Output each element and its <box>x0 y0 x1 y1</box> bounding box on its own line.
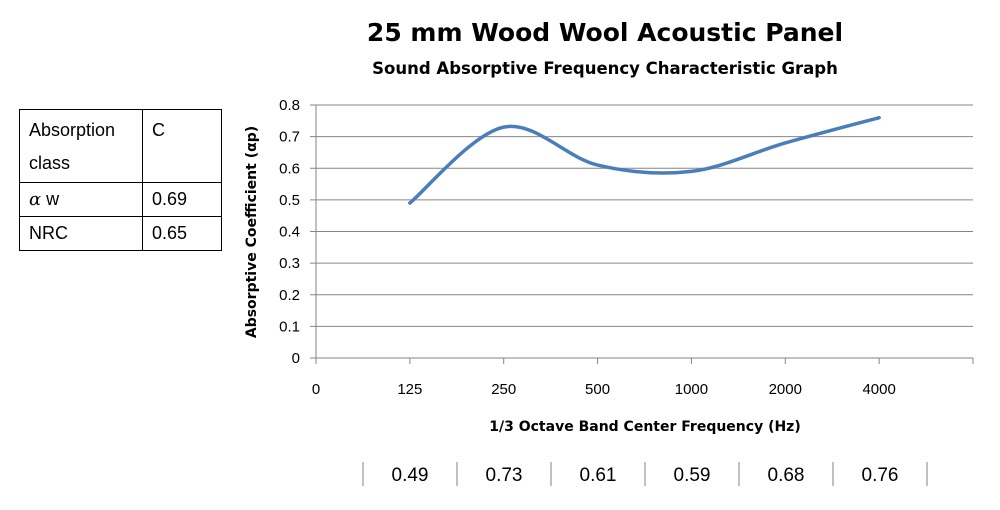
x-tick-label: 125 <box>397 381 422 398</box>
data-table-value: 0.49 <box>392 465 429 486</box>
gridlines <box>310 104 973 359</box>
table-row: NRC 0.65 <box>19 216 222 251</box>
series-line <box>408 115 881 205</box>
y-tick-label: 0.7 <box>279 129 300 146</box>
x-tick-label: 4000 <box>862 381 895 398</box>
table-row: Absorption class C <box>19 109 222 183</box>
x-tick-label: 500 <box>585 381 610 398</box>
y-tick-label: 0.1 <box>279 318 300 335</box>
x-tick-label: 1000 <box>675 381 708 398</box>
x-tick-label: 250 <box>491 381 516 398</box>
y-tick-label: 0 <box>292 350 300 367</box>
nrc-value: 0.65 <box>142 216 222 251</box>
chart-title: 25 mm Wood Wool Acoustic Panel <box>366 18 844 47</box>
y-tick-label: 0.4 <box>279 224 300 241</box>
data-table: 0.49 0.73 0.61 0.59 0.68 0.76 <box>362 462 928 486</box>
data-table-value: 0.59 <box>674 465 711 486</box>
data-table-value: 0.73 <box>486 465 523 486</box>
nrc-label: NRC <box>19 216 143 251</box>
table-row: α w 0.69 <box>19 182 222 217</box>
y-tick-label: 0.8 <box>279 97 300 114</box>
x-tick-label: 2000 <box>769 381 802 398</box>
y-axis-ticks: 0 0.1 0.2 0.3 0.4 0.5 0.6 0.7 0.8 <box>279 97 300 367</box>
data-table-value: 0.61 <box>580 465 617 486</box>
alpha-symbol: α <box>29 189 42 210</box>
y-tick-label: 0.6 <box>279 160 300 177</box>
y-axis-title: Absorptive Coefficient (αp) <box>244 126 260 338</box>
x-tick-label: 0 <box>312 381 320 398</box>
alpha-w-value: 0.69 <box>142 182 222 217</box>
y-tick-label: 0.3 <box>279 255 300 272</box>
y-tick-label: 0.5 <box>279 192 300 209</box>
alpha-w-label: α w <box>19 182 143 217</box>
data-table-value: 0.76 <box>862 465 899 486</box>
chart-subtitle: Sound Absorptive Frequency Characteristi… <box>372 59 838 78</box>
y-tick-label: 0.2 <box>279 287 300 304</box>
data-table-value: 0.68 <box>768 465 805 486</box>
alpha-w-suffix: w <box>46 189 60 209</box>
x-axis-ticks: 0 125 250 500 1000 2000 4000 <box>312 358 974 398</box>
absorption-class-value: C <box>142 109 222 183</box>
absorption-info-table: Absorption class C α w 0.69 NRC 0.65 <box>19 109 222 251</box>
x-axis-title: 1/3 Octave Band Center Frequency (Hz) <box>489 419 800 435</box>
